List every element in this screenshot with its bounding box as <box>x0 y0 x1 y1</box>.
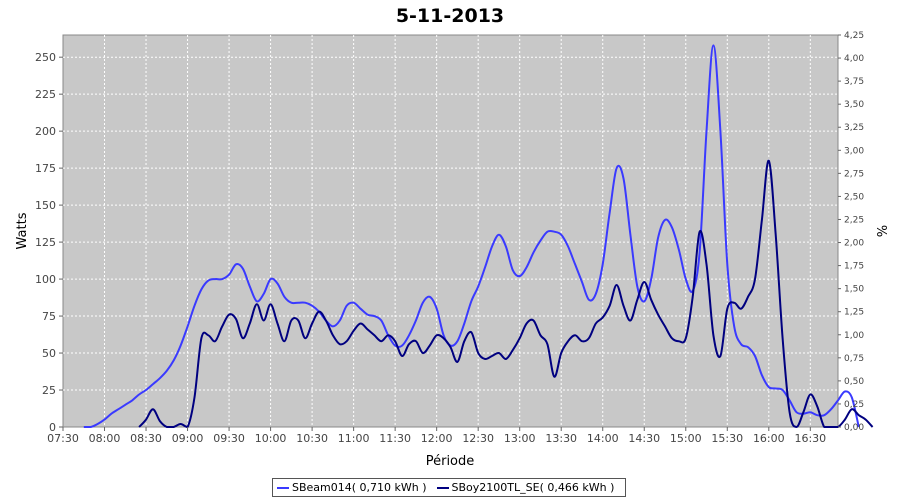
x-tick-label: 15:30 <box>711 432 743 445</box>
x-tick-label: 11:00 <box>338 432 370 445</box>
series-line-1 <box>138 159 874 428</box>
y-tick-label: 175 <box>35 162 56 175</box>
x-tick-label: 08:30 <box>130 432 162 445</box>
y-right-tick-label: 0,75 <box>844 354 864 364</box>
series-layer <box>83 44 874 428</box>
y-tick-label: 0 <box>49 421 56 434</box>
y-tick-label: 250 <box>35 51 56 64</box>
y-right-tick-label: 1,50 <box>844 285 864 295</box>
y-right-tick-label: 0,00 <box>844 423 864 433</box>
y-axis-left: 0 25 50 75 100 125 150 175 200 225 250 <box>35 51 63 434</box>
x-tick-label: 13:00 <box>504 432 536 445</box>
legend-label: SBeam014( 0,710 kWh ) <box>292 481 427 494</box>
x-tick-label: 11:30 <box>379 432 411 445</box>
y-tick-label: 225 <box>35 88 56 101</box>
x-tick-label: 16:30 <box>794 432 826 445</box>
y-tick-label: 25 <box>42 384 56 397</box>
x-tick-label: 09:00 <box>172 432 204 445</box>
x-tick-label: 14:00 <box>587 432 619 445</box>
y-right-tick-label: 1,75 <box>844 262 864 272</box>
y-right-tick-label: 3,00 <box>844 146 864 156</box>
x-tick-label: 14:30 <box>628 432 660 445</box>
x-axis-label: Période <box>426 454 475 469</box>
y-tick-label: 100 <box>35 273 56 286</box>
legend-swatch <box>277 486 289 489</box>
legend-label: SBoy2100TL_SE( 0,466 kWh ) <box>451 481 615 494</box>
x-tick-label: 12:30 <box>462 432 494 445</box>
y-right-tick-label: 2,50 <box>844 192 864 202</box>
y-axis-label-right: % <box>873 225 888 237</box>
series-line-0 <box>83 44 860 428</box>
x-tick-label: 12:00 <box>421 432 453 445</box>
y-tick-label: 50 <box>42 347 56 360</box>
y-tick-label: 200 <box>35 125 56 138</box>
y-right-tick-label: 2,75 <box>844 169 864 179</box>
x-tick-label: 13:30 <box>545 432 577 445</box>
y-right-tick-label: 0,50 <box>844 377 864 387</box>
y-axis-right: 0,00 0,25 0,50 0,75 1,00 1,25 1,50 1,75 2,00 2,25… <box>838 31 864 433</box>
y-right-tick-label: 1,25 <box>844 308 864 318</box>
y-tick-label: 125 <box>35 236 56 249</box>
x-tick-label: 10:30 <box>296 432 328 445</box>
y-axis-label: Watts <box>15 212 30 249</box>
y-right-tick-label: 3,50 <box>844 100 864 110</box>
y-right-tick-label: 3,25 <box>844 123 864 133</box>
x-tick-label: 09:30 <box>213 432 245 445</box>
x-tick-label: 15:00 <box>670 432 702 445</box>
y-right-tick-label: 2,25 <box>844 215 864 225</box>
y-right-tick-label: 3,75 <box>844 77 864 87</box>
grid <box>63 35 838 427</box>
x-tick-label: 10:00 <box>255 432 287 445</box>
y-right-tick-label: 1,00 <box>844 331 864 341</box>
legend: SBeam014( 0,710 kWh ) SBoy2100TL_SE( 0,4… <box>272 478 626 497</box>
y-right-tick-label: 4,00 <box>844 54 864 64</box>
x-axis: 07:30 08:00 08:30 09:00 09:30 10:00 10:30 11:00… <box>47 427 826 445</box>
y-right-tick-label: 4,25 <box>844 31 864 41</box>
legend-swatch <box>436 486 449 489</box>
y-tick-label: 75 <box>42 310 56 323</box>
x-tick-label: 07:30 <box>47 432 79 445</box>
chart-title: 5-11-2013 <box>396 5 504 27</box>
x-tick-label: 08:00 <box>89 432 121 445</box>
y-tick-label: 150 <box>35 199 56 212</box>
y-right-tick-label: 2,00 <box>844 239 864 249</box>
legend-item-sbeam: SBeam014( 0,710 kWh ) <box>277 481 427 494</box>
x-tick-label: 16:00 <box>753 432 785 445</box>
y-right-tick-label: 0,25 <box>844 400 864 410</box>
legend-item-sboy: SBoy2100TL_SE( 0,466 kWh ) <box>436 481 615 494</box>
